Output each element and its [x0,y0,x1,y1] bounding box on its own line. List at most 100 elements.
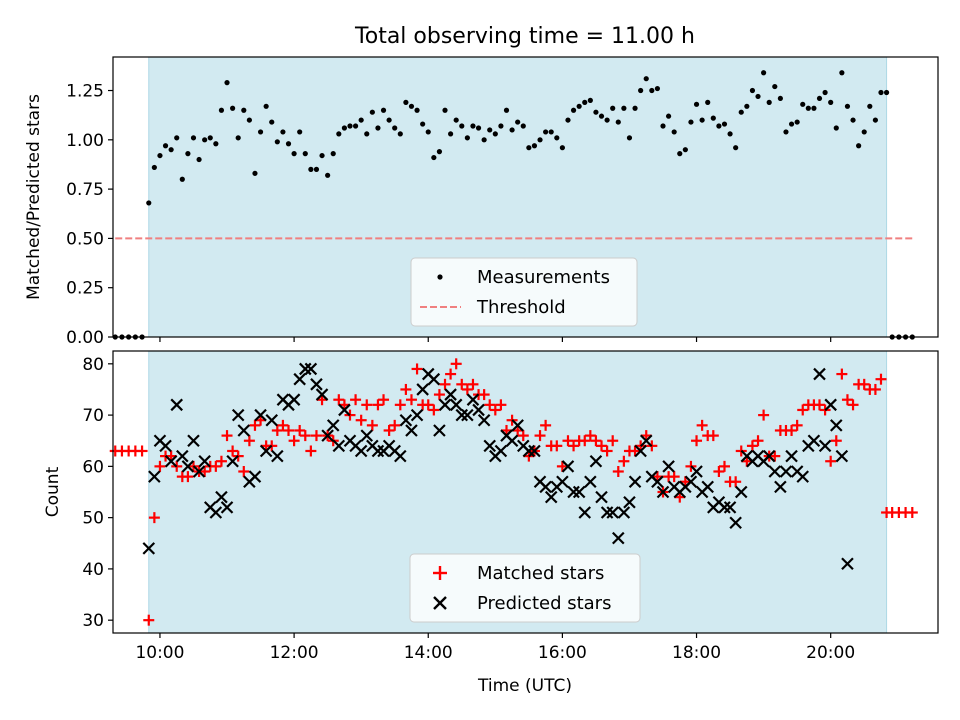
bottom-y-tick-label: 30 [82,611,104,631]
measurement-point [509,127,515,133]
predicted-star-point [477,413,491,427]
predicted-x-b [578,506,592,519]
measurement-point [336,131,342,137]
measurement-point [207,135,213,141]
predicted-star-point [237,424,251,437]
measurement-point [369,109,375,115]
matched-star-point [450,358,462,370]
matched-star-point [841,394,853,406]
predicted-x-b [774,480,787,494]
measurement-point [883,89,890,96]
bottom-x-tick-label: 12:00 [270,643,319,663]
matched-star-point [629,445,641,457]
predicted-star-point [170,398,183,412]
matched-star-point [517,430,529,442]
matched-star-point [199,465,211,477]
predicted-star-point [164,454,178,468]
predicted-x-b [148,470,161,483]
predicted-x-b [768,465,782,478]
predicted-star-point [315,388,329,401]
matched-star-point [869,383,881,395]
bottom-legend-box [409,553,641,623]
measurement-point [800,101,806,107]
predicted-x-b [494,444,508,458]
measurement-point [196,156,202,163]
measurement-point [313,166,320,172]
bottom-axes-frame [112,350,939,634]
matched-star-point [484,399,496,411]
predicted-star-point [271,449,284,463]
measurement-point [347,123,353,129]
predicted-star-point [623,495,636,509]
measurement-point [638,87,644,94]
predicted-x-b [433,424,446,437]
predicted-x-b [198,454,211,468]
predicted-star-point [522,444,536,458]
predicted-x-b [181,460,195,473]
predicted-star-point [824,398,837,412]
predicted-x-b [785,449,798,463]
matched-star-point [758,409,770,421]
legend-matched-label: Matched stars [477,563,604,584]
measurement-point [241,107,247,113]
predicted-x-b [315,388,329,401]
legend-predicted-label: Predicted stars [477,593,611,614]
bottom-y-axis-label: Count [43,466,63,517]
predicted-x-b [399,413,413,427]
predicted-x-b [567,485,580,499]
measurement-point [341,125,348,131]
measurement-point [610,105,616,111]
measurement-point [738,109,744,115]
predicted-star-point [651,475,664,489]
predicted-star-point [410,408,424,422]
matched-star-point [238,465,250,477]
measurement-point [285,141,292,147]
predicted-star-point [181,460,195,473]
measurement-point [492,131,498,137]
matched-star-point [461,383,473,395]
predicted-star-point [634,444,647,458]
measurement-point [856,143,862,149]
predicted-x-b [164,454,178,468]
matched-star-point [378,394,390,406]
measurement-point [688,119,694,125]
measurement-point [861,129,867,135]
matched-star-point [607,435,619,447]
measurement-point [654,85,661,92]
matched-star-point [350,394,362,406]
predicted-x-b [477,413,491,427]
measurement-point [744,103,750,109]
predicted-x-b [835,449,849,463]
matched-star-point [394,399,406,411]
top-legend-box [410,257,638,327]
matched-star-point [584,430,596,442]
predicted-star-point [416,383,429,396]
matched-star-point [305,445,317,457]
predicted-star-point [723,501,737,514]
measurement-point [733,145,739,151]
x-axis-label: Time (UTC) [477,676,572,696]
matched-star-point [428,404,440,416]
predicted-star-point [718,501,731,514]
predicted-x-b [656,485,670,499]
legend-predicted-marker [433,596,447,610]
predicted-star-point [449,398,463,412]
predicted-star-point [438,398,452,412]
measurement-point [386,117,392,123]
predicted-star-point [505,434,519,448]
measurement-point [179,176,185,182]
legend-measurement-marker [437,274,443,280]
predicted-x-b [310,378,323,391]
top-y-tick-label: 1.00 [66,131,104,151]
predicted-star-point [768,465,782,478]
measurement-point [621,105,627,111]
matched-star-point [836,368,848,380]
predicted-star-point [466,393,480,406]
matched-star-point [333,394,345,406]
measurement-point [699,117,705,123]
measurement-point [375,125,381,131]
matched-star-point [154,460,166,472]
predicted-x-b [539,480,552,494]
measurement-point [839,70,845,76]
